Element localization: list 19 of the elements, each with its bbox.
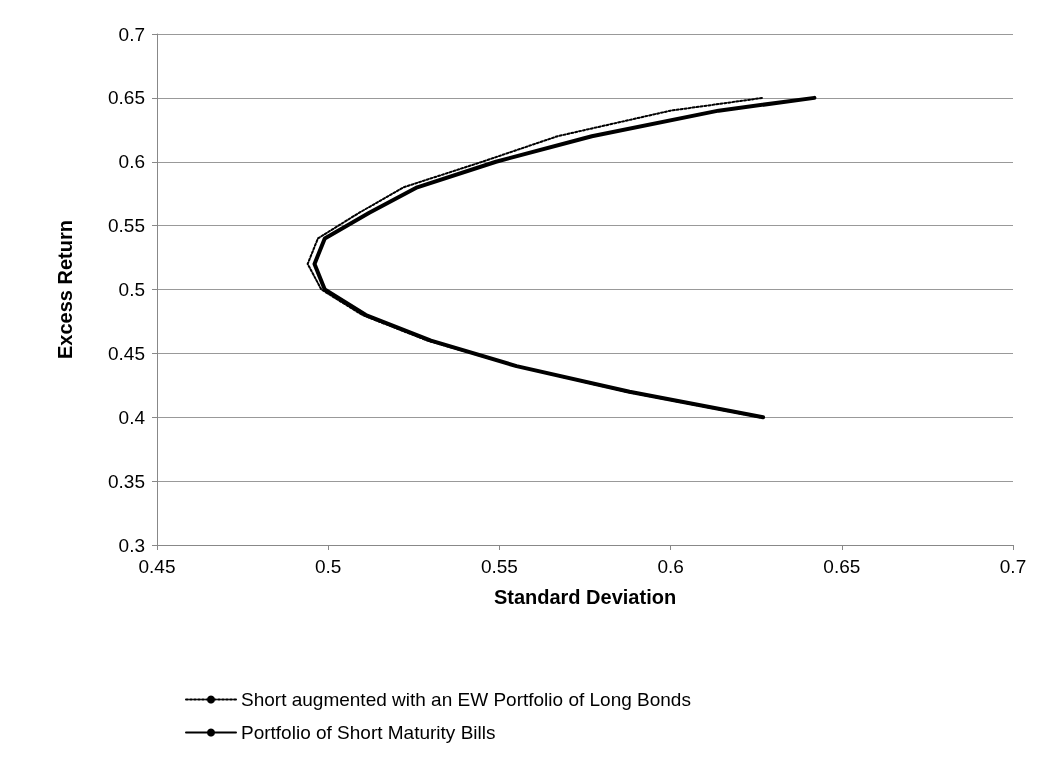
y-tick-label: 0.6 [118, 151, 145, 173]
legend-label: Portfolio of Short Maturity Bills [241, 722, 496, 743]
x-tick-label: 0.65 [823, 556, 861, 577]
x-tick-label: 0.45 [138, 556, 176, 577]
y-tick-label: 0.45 [108, 342, 145, 364]
x-tick-label: 0.5 [314, 556, 342, 577]
x-tick-label: 0.6 [657, 556, 684, 577]
legend-label: Short augmented with an EW Portfolio of Long Bonds [241, 689, 691, 710]
y-tick-label: 0.35 [108, 470, 145, 492]
y-tick-label: 0.7 [118, 23, 145, 45]
x-tick-label: 0.55 [480, 556, 518, 577]
y-axis-title: Excess Return [54, 220, 76, 359]
x-tick-label: 0.7 [999, 556, 1027, 577]
y-tick-label: 0.4 [118, 406, 146, 428]
y-tick-label: 0.65 [108, 87, 145, 109]
y-tick-label: 0.5 [118, 279, 145, 300]
x-axis-title: Standard Deviation [493, 586, 677, 608]
y-tick-label: 0.3 [118, 534, 145, 556]
y-tick-label: 0.55 [108, 215, 145, 237]
